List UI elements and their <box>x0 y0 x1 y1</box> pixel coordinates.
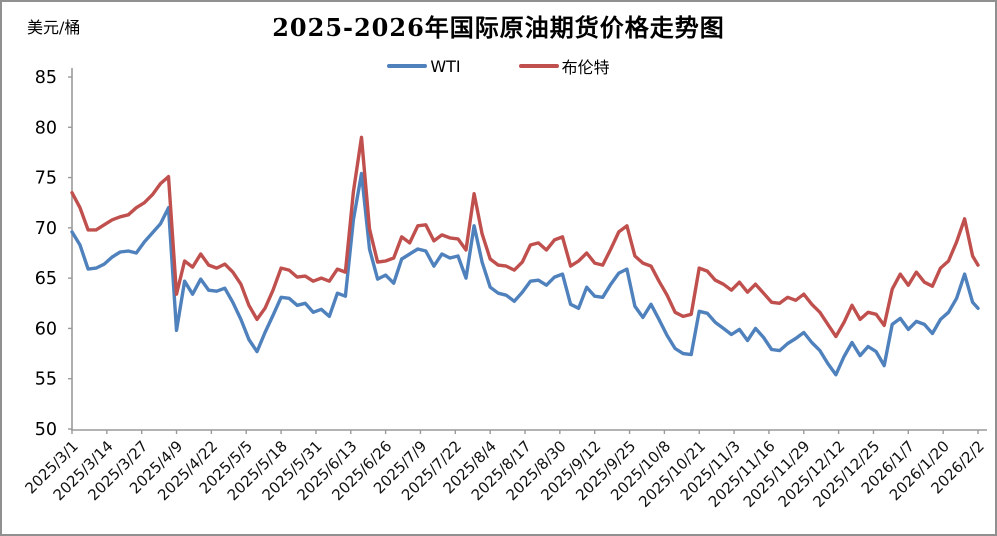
brent-price-line[interactable] <box>70 135 980 339</box>
wti-line-swatch <box>387 64 428 68</box>
y-axis-tick-labels: 50 55 60 65 70 75 80 85 <box>35 68 72 440</box>
y-tick-label: 75 <box>35 169 57 189</box>
legend-item-brent[interactable]: 布伦特 <box>518 54 610 78</box>
y-tick-label: 55 <box>35 370 57 390</box>
x-axis-tick-labels: 2025/3/12025/3/142025/3/272025/4/92025/4… <box>21 430 988 511</box>
y-tick-label: 70 <box>35 219 57 239</box>
legend-item-wti[interactable]: WTI <box>387 56 461 76</box>
legend-label-brent: 布伦特 <box>561 58 610 77</box>
y-tick-label: 85 <box>35 68 57 88</box>
y-tick-label: 80 <box>35 118 57 138</box>
y-tick-label: 50 <box>35 420 57 440</box>
y-tick-label: 65 <box>35 269 57 289</box>
legend: WTI 布伦特 <box>0 54 997 78</box>
y-tick-label: 60 <box>35 319 57 339</box>
wti-price-line[interactable] <box>70 171 980 377</box>
axes <box>71 68 987 431</box>
legend-label-wti: WTI <box>430 56 461 76</box>
chart-title: 2025-2026年国际原油期货价格走势图 <box>272 13 725 42</box>
brent-line-swatch <box>518 64 559 68</box>
y-axis-unit-label: 美元/桶 <box>27 18 81 37</box>
